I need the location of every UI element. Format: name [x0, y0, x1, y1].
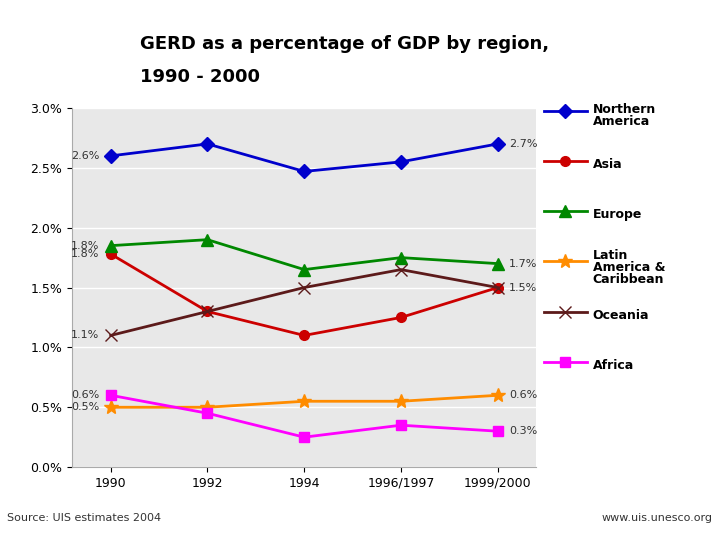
Text: www.uis.unesco.org: www.uis.unesco.org — [602, 514, 713, 523]
Text: America &: America & — [593, 261, 665, 274]
Text: Latin: Latin — [593, 249, 628, 262]
Text: Caribbean: Caribbean — [593, 273, 664, 286]
Text: 0.3%: 0.3% — [509, 426, 538, 436]
Text: Oceania: Oceania — [593, 309, 649, 322]
Text: Northern: Northern — [593, 103, 656, 116]
Text: GERD as a percentage of GDP by region,: GERD as a percentage of GDP by region, — [140, 35, 549, 53]
Text: 1.5%: 1.5% — [509, 282, 538, 293]
Text: 1.1%: 1.1% — [71, 330, 99, 340]
Text: 2.7%: 2.7% — [509, 139, 538, 149]
Text: 1.8%: 1.8% — [71, 241, 99, 251]
Text: 1990 - 2000: 1990 - 2000 — [140, 68, 261, 85]
Text: 0.6%: 0.6% — [71, 390, 99, 400]
Text: Asia: Asia — [593, 158, 622, 171]
Text: America: America — [593, 115, 650, 128]
Text: 1.8%: 1.8% — [71, 249, 99, 259]
Text: 0.6%: 0.6% — [509, 390, 538, 400]
Text: 0.5%: 0.5% — [71, 402, 99, 412]
Text: Source: UIS estimates 2004: Source: UIS estimates 2004 — [7, 514, 161, 523]
Text: 1.7%: 1.7% — [509, 259, 538, 268]
Text: Africa: Africa — [593, 359, 634, 372]
Text: Europe: Europe — [593, 208, 642, 221]
Text: 2.6%: 2.6% — [71, 151, 99, 161]
